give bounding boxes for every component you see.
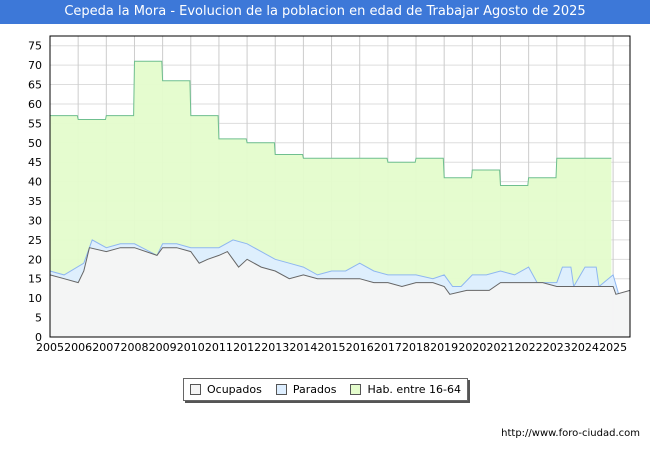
footer-url: http://www.foro-ciudad.com: [501, 428, 640, 439]
x-tick-label: 2022: [515, 341, 543, 354]
y-tick-label: 5: [35, 312, 42, 325]
y-tick-label: 15: [28, 273, 42, 286]
legend-label: Ocupados: [206, 383, 262, 396]
chart-title: Cepeda la Mora - Evolucion de la poblaci…: [0, 0, 650, 24]
y-tick-label: 10: [28, 292, 42, 305]
legend-label: Hab. entre 16-64: [367, 383, 461, 396]
x-tick-label: 2019: [430, 341, 458, 354]
y-tick-label: 30: [28, 214, 42, 227]
x-tick-label: 2012: [233, 341, 261, 354]
x-tick-label: 2007: [92, 341, 120, 354]
legend-item-ocupados: Ocupados: [189, 383, 262, 396]
x-tick-label: 2008: [120, 341, 148, 354]
x-tick-label: 2021: [486, 341, 514, 354]
y-tick-label: 0: [35, 331, 42, 344]
y-tick-label: 60: [28, 98, 42, 111]
y-tick-label: 25: [28, 234, 42, 247]
plot-border: [49, 35, 631, 338]
legend: Ocupados Parados Hab. entre 16-64: [183, 378, 468, 401]
y-tick-label: 75: [28, 40, 42, 53]
legend-swatch: [275, 384, 287, 395]
y-tick-label: 35: [28, 195, 42, 208]
x-tick-label: 2025: [599, 341, 627, 354]
x-tick-label: 2020: [458, 341, 486, 354]
x-tick-label: 2018: [402, 341, 430, 354]
x-tick-label: 2009: [149, 341, 177, 354]
legend-swatch: [350, 384, 362, 395]
x-tick-label: 2015: [318, 341, 346, 354]
y-tick-label: 70: [28, 59, 42, 72]
legend-label: Parados: [292, 383, 337, 396]
x-tick-label: 2006: [64, 341, 92, 354]
x-tick-label: 2010: [177, 341, 205, 354]
x-tick-label: 2014: [289, 341, 317, 354]
x-tick-label: 2011: [205, 341, 233, 354]
legend-swatch: [189, 384, 201, 395]
y-tick-label: 45: [28, 156, 42, 169]
x-tick-label: 2005: [36, 341, 64, 354]
y-tick-label: 55: [28, 117, 42, 130]
x-tick-label: 2023: [543, 341, 571, 354]
legend-item-parados: Parados: [275, 383, 337, 396]
y-tick-label: 65: [28, 79, 42, 92]
y-tick-label: 20: [28, 253, 42, 266]
area-ocupados: [50, 247, 630, 337]
x-tick-label: 2016: [346, 341, 374, 354]
x-tick-label: 2017: [374, 341, 402, 354]
x-tick-label: 2013: [261, 341, 289, 354]
line-hab-entre-16-64: [50, 60, 612, 186]
y-tick-label: 50: [28, 137, 42, 150]
legend-item-hab: Hab. entre 16-64: [350, 383, 461, 396]
y-tick-label: 40: [28, 176, 42, 189]
x-tick-label: 2024: [571, 341, 599, 354]
